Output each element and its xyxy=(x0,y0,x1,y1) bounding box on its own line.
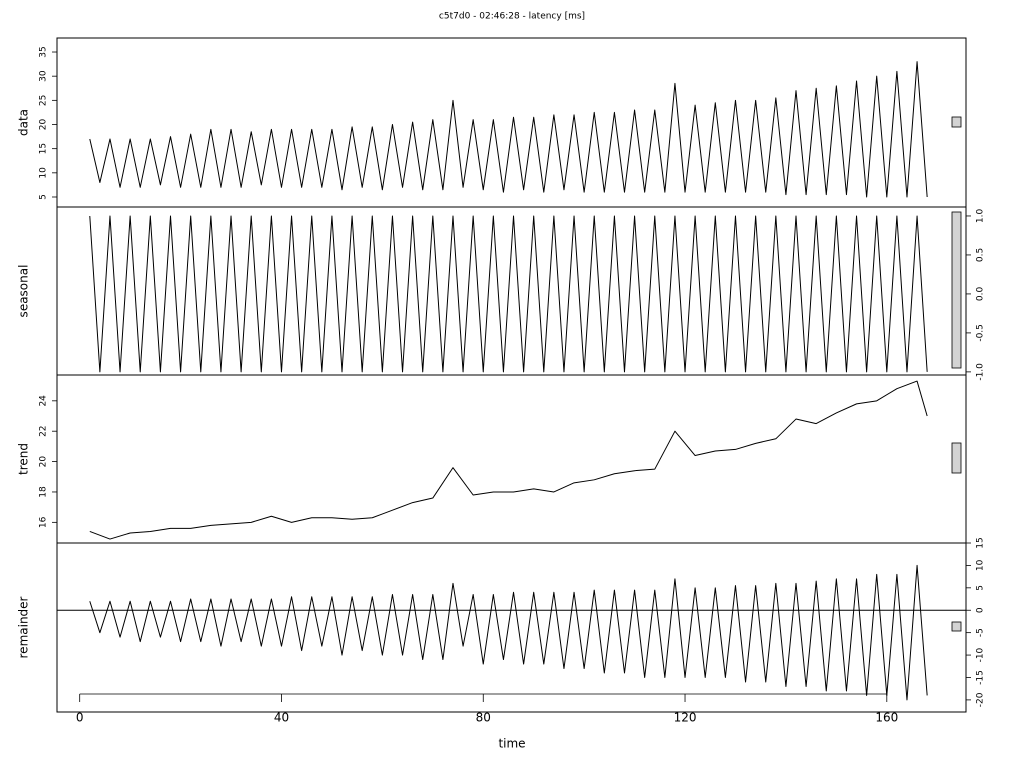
y-tick-label: 20 xyxy=(39,456,49,468)
chart-title: c5t7d0 - 02:46:28 - latency [ms] xyxy=(439,12,585,22)
x-tick-label: 0 xyxy=(76,711,84,725)
y-tick-label: 18 xyxy=(39,486,49,498)
y-tick-label: -0.5 xyxy=(976,324,986,342)
scale-bar xyxy=(951,442,962,474)
y-tick-label: -20 xyxy=(976,692,986,707)
y-tick-label: 22 xyxy=(39,425,49,436)
y-tick-label: 24 xyxy=(39,395,49,407)
y-tick-label: 5 xyxy=(976,585,986,591)
x-axis-label: time xyxy=(498,737,525,751)
scale-bar xyxy=(951,211,962,369)
x-tick-label: 80 xyxy=(476,711,491,725)
y-tick-label: 30 xyxy=(39,70,49,82)
data-line xyxy=(89,215,928,373)
y-tick-label: 20 xyxy=(39,119,49,131)
y-axis-label: remainder xyxy=(17,596,31,658)
y-tick-label: 0 xyxy=(976,607,986,613)
y-tick-label: -1.0 xyxy=(976,363,986,381)
y-tick-label: 0.5 xyxy=(976,248,986,262)
scale-bar xyxy=(951,621,962,632)
data-line xyxy=(89,61,928,198)
y-tick-label: 0.0 xyxy=(976,287,986,302)
x-tick-label: 40 xyxy=(274,711,289,725)
y-tick-label: -5 xyxy=(976,628,986,637)
scale-bar xyxy=(951,116,962,128)
y-axis-label: data xyxy=(17,109,31,136)
y-tick-label: 25 xyxy=(39,95,49,106)
y-tick-label: 15 xyxy=(976,537,986,548)
y-tick-label: 10 xyxy=(976,559,986,571)
y-tick-label: 1.0 xyxy=(976,209,986,224)
y-tick-label: 35 xyxy=(39,46,49,57)
y-tick-label: 10 xyxy=(39,167,49,179)
y-tick-label: 16 xyxy=(39,516,49,528)
data-line xyxy=(89,564,928,701)
panel-frame xyxy=(56,542,967,713)
y-tick-label: 5 xyxy=(39,194,49,200)
y-axis-label: trend xyxy=(17,443,31,475)
y-tick-label: -15 xyxy=(976,670,986,685)
x-tick-label: 120 xyxy=(674,711,697,725)
x-tick-label: 160 xyxy=(875,711,898,725)
data-line xyxy=(89,380,928,540)
y-axis-label: seasonal xyxy=(17,265,31,318)
y-tick-label: 15 xyxy=(39,143,49,154)
y-tick-label: -10 xyxy=(976,647,986,662)
